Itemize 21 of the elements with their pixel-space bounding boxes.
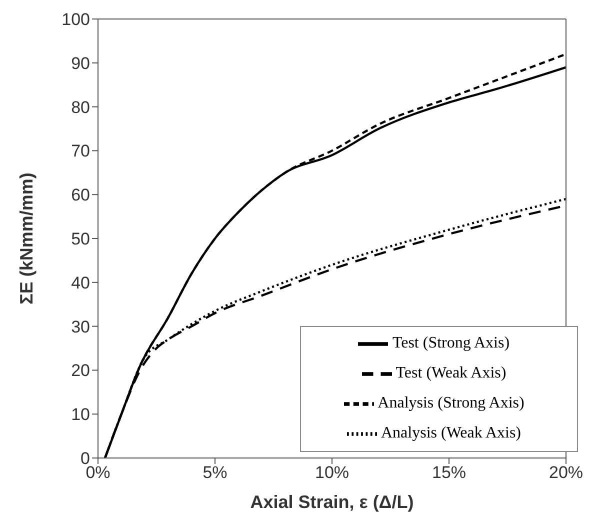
y-tick-label: 40 [71,273,90,292]
y-tick-label: 10 [71,405,90,424]
y-tick-label: 70 [71,142,90,161]
x-tick-label: 15% [432,463,466,482]
y-axis-title: ΣE (kNmm/mm) [16,172,36,304]
x-axis-title: Axial Strain, ε (Δ/L) [250,492,414,512]
legend-label: Test (Strong Axis) [392,334,510,352]
x-tick-label: 0% [86,463,110,482]
y-tick-label: 60 [71,186,90,205]
y-tick-label: 100 [62,10,90,30]
x-tick-label: 10% [314,463,350,482]
y-tick-label: 20 [71,361,90,380]
legend-label: Analysis (Weak Axis) [380,424,522,442]
legend-label: Analysis (Strong Axis) [378,394,524,412]
y-tick-label: 50 [71,230,90,249]
y-tick-label: 90 [71,54,90,73]
x-tick-label: 20% [548,463,584,482]
x-tick-label: 5% [202,463,228,482]
y-tick-label: 30 [71,317,90,336]
y-tick-label: 80 [71,98,90,117]
legend-label: Test (Weak Axis) [396,364,506,382]
